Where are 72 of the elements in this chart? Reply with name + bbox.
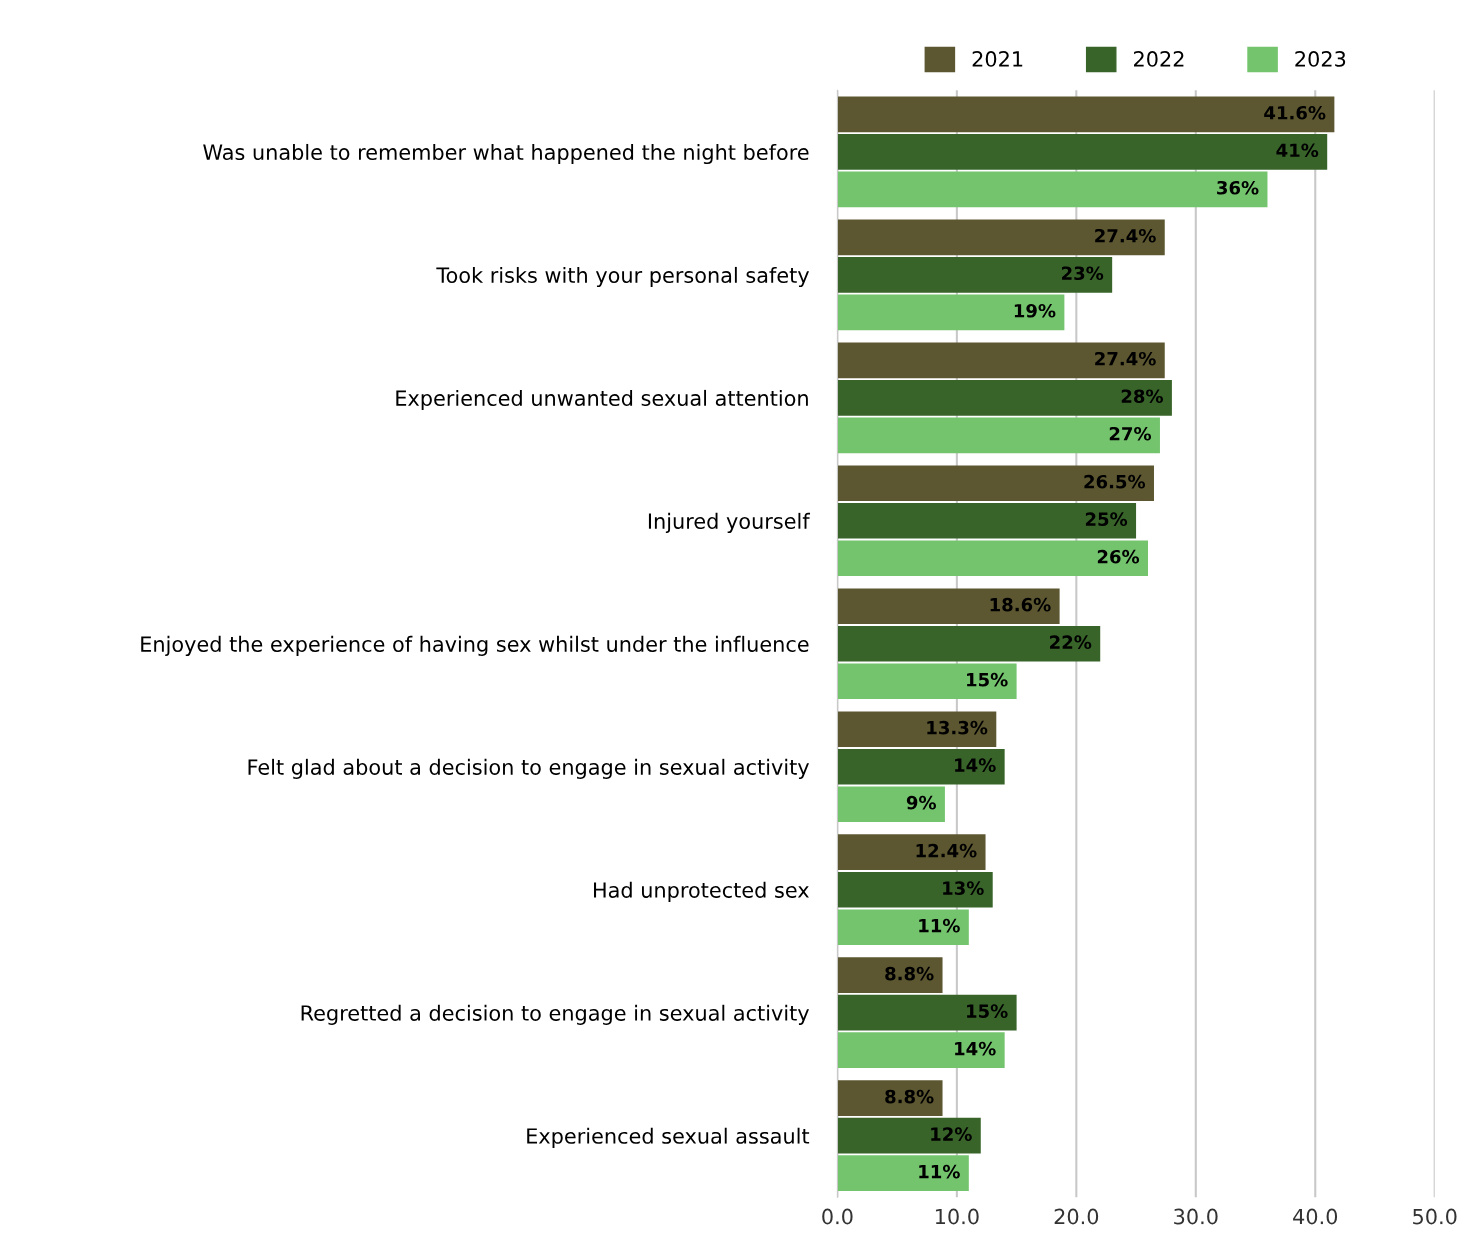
data-label: 28% bbox=[1121, 389, 1163, 404]
data-label: 41% bbox=[1276, 143, 1319, 158]
data-label: 12.4% bbox=[916, 843, 977, 858]
y-tick-label: Had unprotected sex bbox=[594, 881, 809, 902]
bar bbox=[837, 379, 1172, 416]
bar bbox=[837, 134, 1328, 170]
x-tick-label: 20.0 bbox=[1054, 1208, 1099, 1225]
bar bbox=[837, 540, 1149, 577]
data-label: 27.4% bbox=[1095, 351, 1156, 366]
data-label: 14% bbox=[955, 1041, 996, 1056]
y-tick-label: Was unable to remember what happened the night before bbox=[203, 143, 809, 165]
bar bbox=[837, 663, 1017, 700]
bar bbox=[837, 1032, 1005, 1069]
data-label: 27.4% bbox=[1095, 228, 1156, 243]
data-label: 22% bbox=[1050, 635, 1092, 649]
bar bbox=[837, 711, 997, 748]
bar bbox=[837, 502, 1137, 539]
bar bbox=[837, 257, 1113, 293]
x-tick-label: 50.0 bbox=[1413, 1208, 1457, 1225]
bar bbox=[837, 417, 1160, 454]
bar bbox=[837, 342, 1165, 379]
data-label: 26.5% bbox=[1084, 474, 1146, 489]
y-tick-label: Took risks with your personal safety bbox=[436, 266, 810, 288]
data-label: 11% bbox=[919, 1164, 960, 1179]
bar bbox=[837, 625, 1101, 662]
data-label: 41.6% bbox=[1264, 105, 1326, 120]
bar bbox=[837, 994, 1017, 1031]
x-tick-label: 10.0 bbox=[935, 1208, 979, 1225]
bar bbox=[837, 219, 1165, 256]
bar bbox=[837, 871, 993, 908]
data-label: 8.8% bbox=[885, 966, 934, 981]
data-label: 15% bbox=[967, 672, 1008, 687]
data-label: 36% bbox=[1217, 180, 1259, 195]
data-label: 26% bbox=[1097, 549, 1140, 564]
data-label: 15% bbox=[967, 1004, 1008, 1018]
y-tick-label: Experienced unwanted sexual attention bbox=[396, 389, 808, 411]
data-label: 19% bbox=[1014, 303, 1056, 318]
y-tick-label: Regretted a decision to engage in sexual activity bbox=[301, 1004, 809, 1025]
y-tick-label: Felt glad about a decision to engage in sexual activity bbox=[248, 758, 810, 779]
bar bbox=[837, 1080, 943, 1116]
data-label: 14% bbox=[955, 758, 996, 772]
x-tick-label: 0.0 bbox=[822, 1208, 853, 1225]
data-label: 18.6% bbox=[990, 597, 1051, 612]
data-label: 12% bbox=[931, 1127, 972, 1141]
bar bbox=[837, 1117, 981, 1154]
y-tick-label: Experienced sexual assault bbox=[527, 1127, 810, 1148]
data-label: 9% bbox=[906, 795, 936, 810]
bar bbox=[837, 748, 1005, 785]
bar bbox=[837, 171, 1268, 208]
legend-label: 2021 bbox=[972, 51, 1023, 67]
bar bbox=[837, 588, 1060, 625]
data-label: 23% bbox=[1062, 266, 1104, 281]
data-label: 27% bbox=[1109, 426, 1152, 441]
data-label: 8.8% bbox=[885, 1089, 934, 1104]
bar bbox=[837, 465, 1154, 502]
bar bbox=[837, 1155, 969, 1191]
data-label: 13% bbox=[943, 881, 984, 895]
bar bbox=[837, 786, 945, 823]
data-label: 25% bbox=[1085, 512, 1128, 527]
bar bbox=[837, 909, 969, 946]
data-label: 11% bbox=[919, 918, 960, 933]
bar bbox=[837, 957, 943, 994]
bar bbox=[837, 834, 986, 871]
legend-label: 2022 bbox=[1134, 51, 1184, 67]
bar bbox=[837, 294, 1065, 331]
legend-label: 2023 bbox=[1295, 51, 1346, 67]
y-tick-label: Injured yourself bbox=[648, 512, 811, 534]
bar bbox=[837, 96, 1335, 133]
x-tick-label: 40.0 bbox=[1293, 1208, 1338, 1225]
y-tick-label: Enjoyed the experience of having sex whilst under the influence bbox=[141, 635, 809, 657]
x-tick-label: 30.0 bbox=[1174, 1208, 1218, 1225]
data-label: 13.3% bbox=[927, 720, 988, 735]
